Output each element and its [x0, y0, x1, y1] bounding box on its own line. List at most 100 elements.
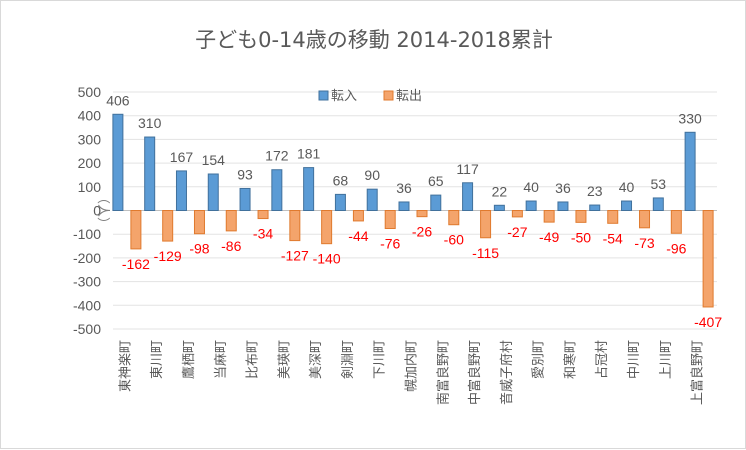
- data-label-in: 68: [333, 172, 349, 188]
- data-label-out: -86: [221, 238, 241, 254]
- legend: 転入 転出: [318, 89, 422, 104]
- bar-in: [175, 170, 187, 212]
- category-label: 音威子府村: [499, 340, 515, 405]
- bar-out: [130, 210, 142, 250]
- data-label-out: -54: [603, 230, 623, 246]
- y-tick-label: 400: [78, 108, 102, 124]
- bar-out: [352, 210, 364, 222]
- category-label: 上富良野町: [690, 340, 706, 405]
- data-label-out: -26: [412, 224, 432, 240]
- data-label-in: 40: [523, 179, 539, 195]
- y-tick-label: 100: [78, 179, 102, 195]
- category-label: 東神楽町: [117, 340, 133, 392]
- bar-in: [398, 201, 410, 212]
- category-label: 占冠村: [595, 340, 610, 379]
- data-labels: 406 -162 310 -129 167 -98 154 -86 93 -34 172 -127 18…: [106, 92, 722, 330]
- bar-in: [366, 188, 378, 211]
- bar-out: [543, 210, 555, 223]
- data-label-in: 181: [297, 146, 321, 162]
- category-label: 愛別町: [532, 340, 547, 379]
- bar-in: [684, 131, 696, 211]
- category-label: 東川町: [149, 340, 165, 379]
- category-label: 下川町: [373, 340, 388, 379]
- bar-out: [416, 210, 428, 218]
- bar-in: [112, 113, 124, 211]
- bar-in: [239, 187, 251, 211]
- data-label-out: -115: [472, 245, 499, 261]
- bar-in: [621, 200, 633, 212]
- bar-out: [289, 210, 301, 242]
- bar-out: [702, 210, 714, 308]
- data-label-in: 117: [456, 161, 479, 177]
- bar-out: [448, 210, 460, 226]
- data-label-out: -76: [380, 236, 400, 252]
- bar-out: [480, 210, 492, 239]
- y-axis-label: （人）: [95, 191, 110, 230]
- bar-out: [607, 210, 619, 224]
- category-label: 上川町: [659, 340, 674, 379]
- data-label-out: -140: [313, 251, 341, 267]
- data-label-in: 406: [106, 92, 130, 108]
- category-label: 比布町: [246, 340, 261, 379]
- bar-out: [639, 210, 651, 229]
- bar-in: [207, 173, 219, 211]
- category-labels: 東神楽町 東川町 鷹栖町 当麻町 比布町 美瑛町 美深町 剣淵町 下川町 幌加内町 南富良野町 中富良…: [117, 340, 705, 405]
- data-label-out: -162: [122, 256, 150, 272]
- bar-out: [575, 210, 587, 223]
- data-label-out: -407: [694, 314, 722, 330]
- data-label-in: 167: [170, 149, 194, 165]
- category-label: 幌加内町: [404, 340, 420, 392]
- y-tick-label: 200: [78, 155, 102, 171]
- bar-in: [303, 167, 315, 211]
- bar-out: [670, 210, 682, 234]
- data-label-out: -49: [539, 229, 559, 245]
- bar-in: [557, 201, 569, 212]
- bar-out: [384, 210, 396, 230]
- y-tick-label: -100: [73, 226, 101, 242]
- data-label-in: 172: [265, 148, 289, 164]
- legend-swatch-in: [318, 90, 329, 101]
- data-label-in: 330: [678, 110, 702, 126]
- data-label-out: -60: [444, 232, 464, 248]
- category-label: 南富良野町: [435, 340, 451, 405]
- legend-swatch-out: [383, 90, 394, 101]
- y-tick-label: 500: [78, 84, 102, 100]
- y-tick-label: -500: [73, 321, 101, 337]
- data-label-in: 154: [202, 152, 226, 168]
- data-label-out: -127: [281, 248, 309, 264]
- legend-label-out: 転出: [396, 89, 422, 104]
- bar-out: [511, 210, 523, 218]
- data-label-out: -98: [189, 241, 209, 257]
- data-label-out: -96: [666, 240, 686, 256]
- data-label-in: 53: [651, 176, 667, 192]
- data-label-in: 36: [396, 180, 412, 196]
- data-label-out: -50: [571, 229, 591, 245]
- category-label: 中富良野町: [467, 340, 483, 405]
- category-label: 美深町: [309, 340, 324, 379]
- data-label-in: 36: [555, 180, 571, 196]
- data-label-in: 90: [364, 167, 380, 183]
- bar-in: [652, 197, 664, 211]
- bar-in: [525, 200, 537, 212]
- category-label: 和寒町: [562, 340, 578, 379]
- data-label-out: -73: [634, 235, 654, 251]
- chart-title: 子ども0-14歳の移動 2014-2018累計: [195, 28, 553, 52]
- category-label: 美瑛町: [277, 340, 292, 379]
- data-label-in: 93: [237, 166, 253, 182]
- y-axis-ticks: 500 400 300 200 100 0 -100 -200 -300 -400 -500: [73, 84, 101, 337]
- y-tick-label: -400: [73, 297, 101, 313]
- bar-in: [144, 136, 156, 211]
- bar-out: [193, 210, 205, 235]
- bar-out: [257, 210, 269, 220]
- bar-in: [430, 194, 442, 212]
- data-label-out: -129: [154, 248, 182, 264]
- bar-in: [334, 193, 346, 212]
- bar-out: [225, 210, 237, 232]
- y-tick-label: 300: [78, 131, 102, 147]
- y-tick-label: -200: [73, 250, 101, 266]
- category-label: 中川町: [627, 340, 642, 379]
- data-label-in: 22: [492, 183, 508, 199]
- legend-label-in: 転入: [331, 89, 357, 104]
- data-label-out: -27: [507, 224, 527, 240]
